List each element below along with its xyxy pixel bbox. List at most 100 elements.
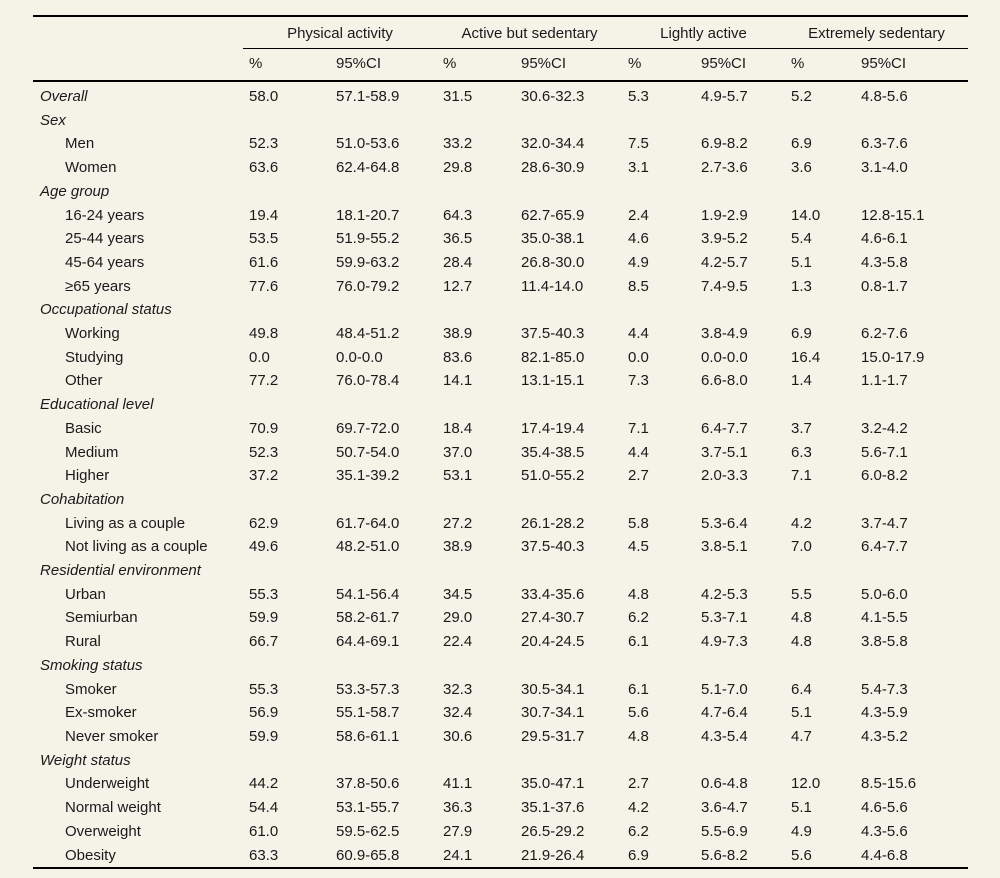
cell-ci: 48.2-51.0 [336, 538, 400, 556]
row-label: Overweight [65, 822, 141, 840]
table-row: Basic 70.9 69.7-72.0 18.4 17.4-19.4 7.1 6.4-7.… [33, 417, 968, 441]
cell-ci: 35.1-39.2 [336, 467, 400, 485]
cell-percent [243, 488, 330, 512]
cell-percent: 32.4 [443, 704, 473, 722]
cell-percent: 12.7 [443, 277, 473, 295]
table-row: Urban 55.3 54.1-56.4 34.5 33.4-35.6 4.8 4.2-5.… [33, 583, 968, 607]
row-label: Educational level [40, 396, 154, 414]
cell-percent: 27.9 [443, 822, 473, 840]
row-label: Overall [40, 88, 88, 105]
table-row: 45-64 years 61.6 59.9-63.2 28.4 26.8-30.0 4.9… [33, 251, 968, 275]
row-label: Never smoker [65, 727, 159, 745]
cell-percent: 2.7 [628, 467, 649, 485]
cell-ci: 4.3-5.2 [861, 727, 908, 745]
row-label: Sex [40, 111, 66, 129]
row-label: Age group [40, 182, 110, 200]
table-row: Men 52.3 51.0-53.6 33.2 32.0-34.4 7.5 6.9-8.2 6… [33, 132, 968, 156]
cell-ci: 4.9-7.3 [701, 633, 748, 651]
cell-ci: 7.4-9.5 [701, 277, 748, 295]
cell-ci: 4.7-6.4 [701, 704, 748, 722]
row-label: Men [65, 135, 95, 153]
cell-percent: 53.5 [249, 230, 279, 248]
cell-percent: 0.0 [628, 348, 649, 366]
cell-percent: 5.3 [628, 88, 649, 105]
cell-ci: 0.0-0.0 [701, 348, 748, 366]
cell-ci: 62.4-64.8 [336, 159, 400, 177]
cell-ci [855, 298, 968, 322]
cell-ci [330, 393, 437, 417]
subheader-row: % 95%CI % 95%CI % 95%CI % 95%CI [33, 48, 969, 82]
cell-ci [330, 298, 437, 322]
cell-percent: 30.6 [443, 727, 473, 745]
subheader-ci: 95%CI [855, 48, 969, 82]
section-row: Cohabitation [33, 488, 968, 512]
cell-percent: 63.3 [249, 846, 279, 864]
cell-ci: 4.2-5.7 [701, 253, 748, 271]
cell-percent: 37.2 [249, 467, 279, 485]
row-label: Obesity [65, 846, 116, 864]
section-row: Residential environment [33, 559, 968, 583]
cell-percent: 8.5 [628, 277, 649, 295]
cell-percent: 6.3 [791, 443, 812, 461]
table-row: ≥65 years 77.6 76.0-79.2 12.7 11.4-14.0 8.5 7.… [33, 275, 968, 299]
cell-percent: 58.0 [249, 88, 279, 105]
table-row: Studying 0.0 0.0-0.0 83.6 82.1-85.0 0.0 0.0-0.… [33, 346, 968, 370]
cell-percent: 83.6 [443, 348, 473, 366]
cell-ci: 4.3-5.9 [861, 704, 908, 722]
cell-ci [855, 488, 968, 512]
cell-percent [785, 559, 855, 583]
cell-ci: 15.0-17.9 [861, 348, 925, 366]
cell-ci: 3.2-4.2 [861, 419, 908, 437]
cell-ci [330, 109, 437, 133]
cell-percent: 5.6 [628, 704, 649, 722]
cell-ci: 54.1-56.4 [336, 585, 400, 603]
cell-percent [437, 393, 515, 417]
cell-percent: 61.0 [249, 822, 279, 840]
cell-percent: 12.0 [791, 775, 821, 793]
cell-ci: 0.8-1.7 [861, 277, 908, 295]
cell-ci [515, 749, 622, 773]
cell-percent [437, 109, 515, 133]
table-header: Physical activity Active but sedentary L… [33, 16, 969, 82]
cell-ci [695, 749, 785, 773]
cell-ci: 6.4-7.7 [861, 538, 908, 556]
cell-ci: 60.9-65.8 [336, 846, 400, 864]
cell-percent [785, 488, 855, 512]
table-row: 16-24 years 19.4 18.1-20.7 64.3 62.7-65.9 2.4… [33, 204, 968, 228]
cell-ci [695, 298, 785, 322]
cell-percent: 29.0 [443, 609, 473, 627]
cell-percent: 31.5 [443, 88, 473, 105]
cell-percent [437, 749, 515, 773]
cell-percent: 77.2 [249, 372, 279, 390]
cell-percent: 6.9 [791, 135, 812, 153]
cell-ci: 5.3-6.4 [701, 514, 748, 532]
cell-ci: 37.5-40.3 [521, 538, 585, 556]
row-label: 25-44 years [65, 230, 145, 248]
cell-percent [785, 654, 855, 678]
cell-percent: 7.1 [628, 419, 649, 437]
section-row: Sex [33, 109, 968, 133]
cell-percent: 4.5 [628, 538, 649, 556]
cell-percent [785, 393, 855, 417]
subheader-percent: % [243, 48, 330, 82]
table-row: Not living as a couple 49.6 48.2-51.0 38.9 3… [33, 535, 968, 559]
cell-percent: 33.2 [443, 135, 473, 153]
subheader-percent: % [622, 48, 696, 82]
cell-percent: 56.9 [249, 704, 279, 722]
cell-ci: 26.1-28.2 [521, 514, 585, 532]
cell-ci: 61.7-64.0 [336, 514, 400, 532]
cell-percent [243, 749, 330, 773]
cell-percent [243, 298, 330, 322]
cell-ci: 4.6-6.1 [861, 230, 908, 248]
cell-ci: 30.6-32.3 [521, 88, 585, 105]
cell-percent: 4.8 [791, 609, 812, 627]
row-label: Occupational status [40, 301, 172, 319]
cell-ci: 26.5-29.2 [521, 822, 585, 840]
cell-percent [622, 180, 695, 204]
cell-percent [437, 488, 515, 512]
cell-ci: 0.6-4.8 [701, 775, 748, 793]
cell-percent: 4.7 [791, 727, 812, 745]
cell-percent: 36.5 [443, 230, 473, 248]
cell-percent [622, 488, 695, 512]
stub-cell [33, 48, 243, 82]
